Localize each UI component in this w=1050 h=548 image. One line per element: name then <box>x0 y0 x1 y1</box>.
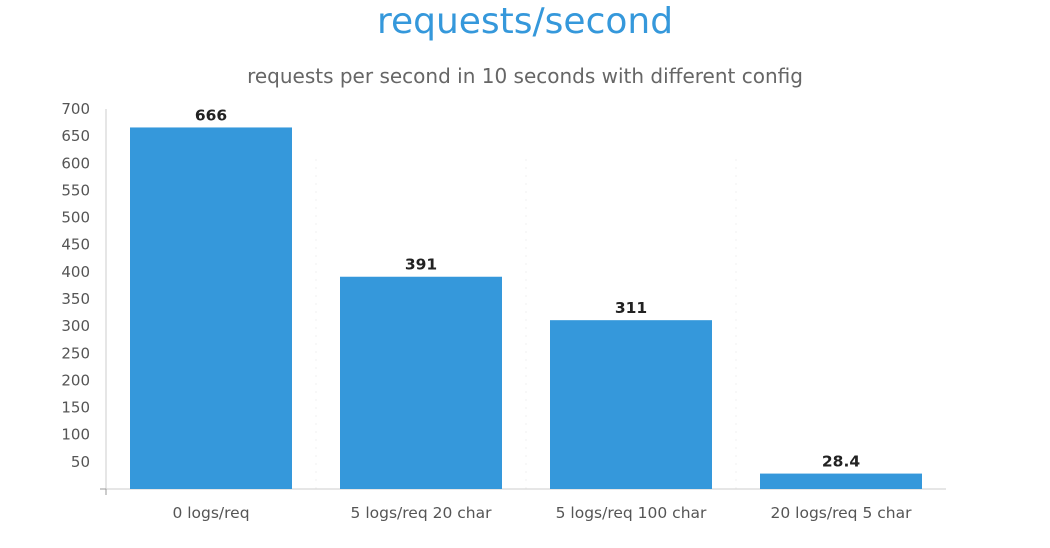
y-tick-label: 500 <box>61 209 90 227</box>
y-tick-label: 50 <box>71 453 90 471</box>
y-tick-label: 700 <box>61 100 90 118</box>
y-tick-label: 250 <box>61 344 90 362</box>
y-tick-label: 350 <box>61 290 90 308</box>
data-label: 28.4 <box>822 453 860 471</box>
bar <box>760 473 922 489</box>
y-tick-label: 400 <box>61 263 90 281</box>
bar <box>130 127 292 489</box>
category-label: 5 logs/req 100 char <box>556 504 707 522</box>
bars <box>130 127 922 489</box>
category-label: 20 logs/req 5 char <box>771 504 913 522</box>
y-tick-label: 550 <box>61 181 90 199</box>
data-labels: 666 391 311 28.4 <box>195 106 861 470</box>
data-label: 666 <box>195 106 227 124</box>
y-tick-label: 450 <box>61 236 90 254</box>
y-tick-label: 600 <box>61 154 90 172</box>
y-tick-label: 650 <box>61 127 90 145</box>
y-tick-label: 100 <box>61 426 90 444</box>
y-tick-label: 200 <box>61 371 90 389</box>
chart-title: requests/second <box>376 1 674 42</box>
y-tick-label: 150 <box>61 399 90 417</box>
y-tick-label: 300 <box>61 317 90 335</box>
category-label: 0 logs/req <box>172 504 249 522</box>
bar <box>550 320 712 489</box>
category-labels: 0 logs/req 5 logs/req 20 char 5 logs/req 1… <box>172 504 912 522</box>
chart-subtitle: requests per second in 10 seconds with d… <box>247 64 803 88</box>
y-tick-labels: 50 100 150 200 250 300 350 400 450 500 550 600 650 70… <box>61 100 90 471</box>
data-label: 311 <box>615 299 647 317</box>
data-label: 391 <box>405 256 437 274</box>
category-label: 5 logs/req 20 char <box>351 504 493 522</box>
bar <box>340 276 502 489</box>
